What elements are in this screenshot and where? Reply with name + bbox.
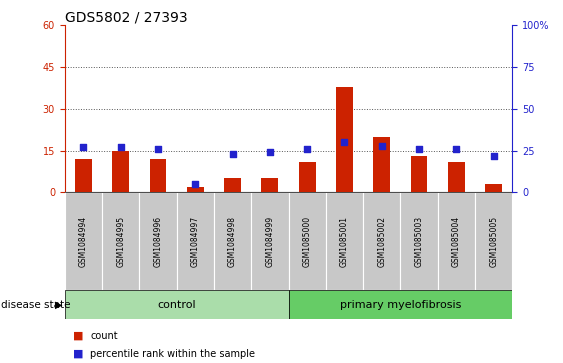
Text: GSM1084999: GSM1084999 (265, 216, 274, 267)
Text: GSM1084998: GSM1084998 (228, 216, 237, 267)
Bar (65, 290, 289, 319)
Bar (336, 87, 353, 192)
Bar (289, 290, 512, 319)
Text: GDS5802 / 27393: GDS5802 / 27393 (65, 10, 187, 24)
Bar (224, 179, 241, 192)
Point (191, 181, 200, 187)
Bar (289, 192, 326, 290)
Text: ■: ■ (73, 349, 84, 359)
Point (228, 151, 237, 157)
Point (489, 153, 498, 159)
Text: GSM1085002: GSM1085002 (377, 216, 386, 267)
Point (377, 143, 386, 148)
Text: primary myelofibrosis: primary myelofibrosis (339, 300, 461, 310)
Bar (102, 192, 139, 290)
Bar (214, 192, 251, 290)
Text: GSM1084997: GSM1084997 (191, 216, 200, 267)
Text: GSM1084994: GSM1084994 (79, 216, 88, 267)
Point (79, 144, 88, 150)
Text: GSM1084995: GSM1084995 (116, 216, 125, 267)
Bar (261, 179, 278, 192)
Bar (112, 151, 129, 192)
Point (452, 146, 461, 152)
Text: GSM1085000: GSM1085000 (303, 216, 312, 267)
Text: ■: ■ (73, 331, 84, 341)
Bar (438, 192, 475, 290)
Bar (65, 192, 102, 290)
Text: GSM1085004: GSM1085004 (452, 216, 461, 267)
Bar (177, 192, 214, 290)
Bar (299, 162, 316, 192)
Point (265, 150, 274, 155)
Point (340, 139, 349, 145)
Bar (400, 192, 438, 290)
Bar (187, 187, 204, 192)
Text: control: control (157, 300, 196, 310)
Text: GSM1085003: GSM1085003 (414, 216, 423, 267)
Bar (150, 159, 167, 192)
Bar (363, 192, 400, 290)
Bar (373, 137, 390, 192)
Bar (140, 192, 177, 290)
Point (414, 146, 423, 152)
Bar (251, 192, 288, 290)
Point (303, 146, 312, 152)
Text: GSM1085001: GSM1085001 (340, 216, 349, 267)
Bar (75, 159, 92, 192)
Point (154, 146, 163, 152)
Bar (448, 162, 465, 192)
Text: GSM1085005: GSM1085005 (489, 216, 498, 267)
Point (116, 144, 125, 150)
Bar (475, 192, 512, 290)
Text: percentile rank within the sample: percentile rank within the sample (90, 349, 255, 359)
Text: count: count (90, 331, 118, 341)
Text: disease state: disease state (1, 300, 70, 310)
Bar (326, 192, 363, 290)
Bar (485, 184, 502, 192)
Bar (410, 156, 427, 192)
Text: ▶: ▶ (55, 300, 62, 310)
Text: GSM1084996: GSM1084996 (154, 216, 163, 267)
